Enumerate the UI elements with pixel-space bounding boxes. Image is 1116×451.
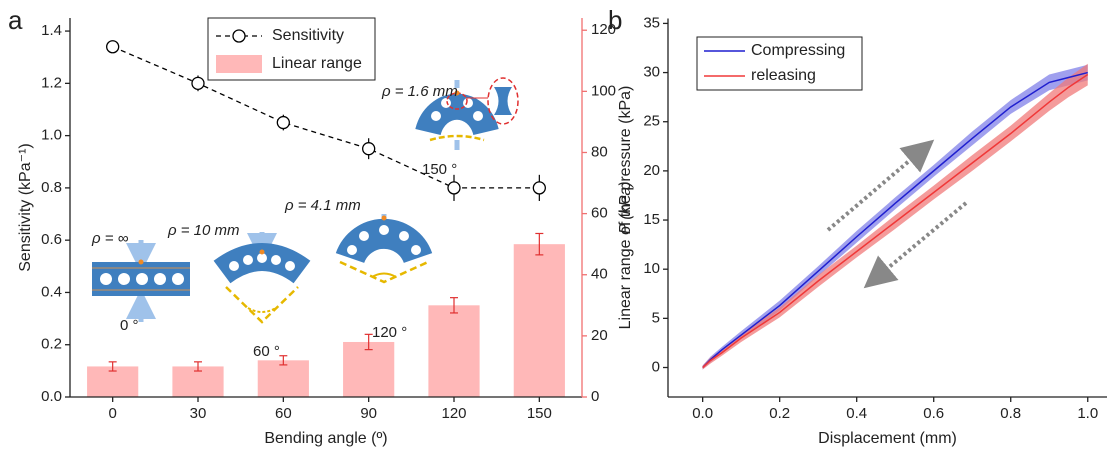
schematic-150 <box>415 77 519 150</box>
schematic-120 <box>335 214 433 284</box>
error-bar <box>108 361 117 372</box>
bar <box>257 360 309 397</box>
y-tick-label: 0.4 <box>41 283 62 300</box>
arrow-up <box>826 139 935 232</box>
y2-tick-label: 100 <box>591 82 616 99</box>
y-axis-label: Sensitivity (kPa⁻¹) <box>17 143 34 271</box>
y2-tick-label: 20 <box>591 327 608 344</box>
marker <box>362 142 376 156</box>
y-tick-label: 35 <box>643 14 660 31</box>
y2-tick-label: 40 <box>591 266 608 283</box>
x-axis-label: Bending angle (º) <box>264 430 387 447</box>
y-tick-label: 0.8 <box>41 179 62 196</box>
x-tick-label: 1.0 <box>1077 405 1098 422</box>
legend-box <box>696 36 863 91</box>
angle-label: 150 ° <box>422 161 457 178</box>
legend-label: Sensitivity <box>272 27 344 44</box>
y-tick-label: 10 <box>643 260 660 277</box>
legend-label: Compressing <box>751 42 845 59</box>
x-tick-label: 0.6 <box>923 405 944 422</box>
marker <box>276 115 290 130</box>
y-tick-label: 0.0 <box>41 388 62 405</box>
marker <box>447 181 461 195</box>
line <box>702 71 1088 369</box>
marker <box>191 76 205 90</box>
y-tick-label: 5 <box>652 309 660 326</box>
legend-box <box>207 17 376 81</box>
y-tick-label: 0.6 <box>41 231 62 248</box>
error-bar <box>364 333 373 351</box>
y2-axis-label: Linear range of the pressure (kPa) <box>617 86 634 330</box>
y-tick-label: 1.0 <box>41 127 62 144</box>
error-bar <box>279 355 288 366</box>
y2-tick-label: 80 <box>591 143 608 160</box>
error-bar <box>194 361 202 372</box>
x-tick-label: 0.4 <box>846 405 867 422</box>
arrow-down <box>863 201 968 289</box>
y2-tick-label: 120 <box>591 21 616 38</box>
annotation: ρ = 10 mm <box>167 222 240 239</box>
y-axis-label: P (kPa) <box>617 181 634 234</box>
legend-swatch <box>216 55 262 73</box>
x-tick-label: 30 <box>190 405 207 422</box>
marker <box>106 40 120 54</box>
schematic-60 <box>213 232 311 324</box>
schematic-flat <box>92 240 190 322</box>
error-bar <box>535 232 544 256</box>
annotation: ρ = 4.1 mm <box>284 197 361 214</box>
y-tick-label: 0 <box>652 358 660 375</box>
x-tick-label: 120 <box>441 405 466 422</box>
y-tick-label: 1.2 <box>41 74 62 91</box>
annotation: ρ = ∞ <box>91 230 129 247</box>
error-bar <box>450 297 458 314</box>
y2-tick-label: 60 <box>591 205 608 222</box>
panel-label: a <box>8 5 23 35</box>
marker <box>532 181 546 195</box>
x-tick-label: 90 <box>360 405 377 422</box>
x-tick-label: 0 <box>108 405 116 422</box>
legend-label: releasing <box>751 67 816 84</box>
x-tick-label: 0.8 <box>1000 405 1021 422</box>
y-tick-label: 1.4 <box>41 22 62 39</box>
legend-swatch <box>232 29 246 43</box>
legend-label: Linear range <box>272 55 362 72</box>
y2-tick-label: 0 <box>591 388 599 405</box>
x-tick-label: 60 <box>275 405 292 422</box>
y-tick-label: 15 <box>643 211 660 228</box>
annotation: ρ = 1.6 mm <box>381 83 458 100</box>
x-tick-label: 0.2 <box>769 405 790 422</box>
angle-label: 120 ° <box>372 324 407 341</box>
panel-label: b <box>608 5 622 35</box>
x-axis-label: Displacement (mm) <box>818 430 957 447</box>
bar <box>428 305 480 397</box>
error-band <box>702 63 1088 370</box>
y-tick-label: 25 <box>643 113 660 130</box>
x-tick-label: 150 <box>527 405 552 422</box>
y-tick-label: 0.2 <box>41 336 62 353</box>
y-tick-label: 30 <box>643 64 660 81</box>
bar <box>343 341 395 397</box>
line <box>702 73 1089 369</box>
angle-label: 60 ° <box>253 343 280 360</box>
bar <box>513 244 565 397</box>
y-tick-label: 20 <box>643 162 660 179</box>
angle-label: 0 ° <box>120 317 139 334</box>
x-tick-label: 0.0 <box>692 405 713 422</box>
